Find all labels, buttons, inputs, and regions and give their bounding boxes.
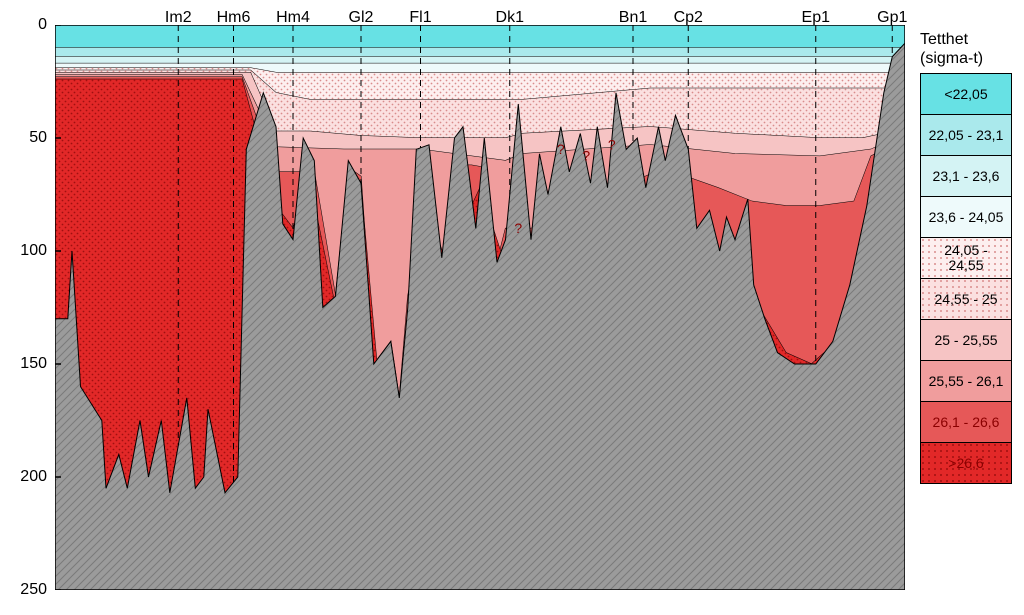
legend-title-line2: (sigma-t) (920, 50, 983, 67)
legend-items: <22,0522,05 - 23,123,1 - 23,623,6 - 24,0… (920, 73, 1012, 484)
uncertainty-marker: ? (582, 148, 590, 164)
y-axis-ticks: 050100150200250 (0, 25, 47, 590)
figure-root: 0 50 100 150 200 250 Im2Hm6Hm4Gl2Fl1Dk1Bn1Cp2… (0, 0, 1024, 615)
layer-c2 (55, 57, 905, 64)
legend-title-line1: Tetthet (920, 31, 968, 48)
legend-swatch-c5: 24,55 - 25 (920, 278, 1012, 320)
y-tick-label: 200 (20, 468, 47, 486)
legend-swatch-c2: 23,1 - 23,6 (920, 155, 1012, 197)
layer-c0 (55, 25, 905, 48)
y-tick-label: 250 (20, 581, 47, 599)
cross-section-plot: ???? (55, 25, 905, 590)
y-tick-label: 50 (29, 129, 47, 147)
y-tick-label: 100 (20, 242, 47, 260)
legend-swatch-c9: >26,6 (920, 442, 1012, 484)
y-tick-label: 0 (38, 16, 47, 34)
y-tick-label: 150 (20, 355, 47, 373)
legend-swatch-c4: 24,05 - 24,55 (920, 237, 1012, 279)
legend-swatch-c1: 22,05 - 23,1 (920, 114, 1012, 156)
legend-swatch-c0: <22,05 (920, 73, 1012, 115)
station-labels: Im2Hm6Hm4Gl2Fl1Dk1Bn1Cp2Ep1Gp1 (55, 3, 905, 27)
uncertainty-marker: ? (514, 220, 522, 236)
layer-c1 (55, 48, 905, 57)
legend-swatch-c7: 25,55 - 26,1 (920, 360, 1012, 402)
uncertainty-marker: ? (608, 136, 616, 152)
legend-swatch-c6: 25 - 25,55 (920, 319, 1012, 361)
legend-swatch-c3: 23,6 - 24,05 (920, 196, 1012, 238)
legend-swatch-c8: 26,1 - 26,6 (920, 401, 1012, 443)
uncertainty-marker: ? (557, 141, 565, 157)
legend-title: Tetthet (sigma-t) (920, 30, 1012, 68)
legend: Tetthet (sigma-t) <22,0522,05 - 23,123,1… (920, 30, 1012, 484)
